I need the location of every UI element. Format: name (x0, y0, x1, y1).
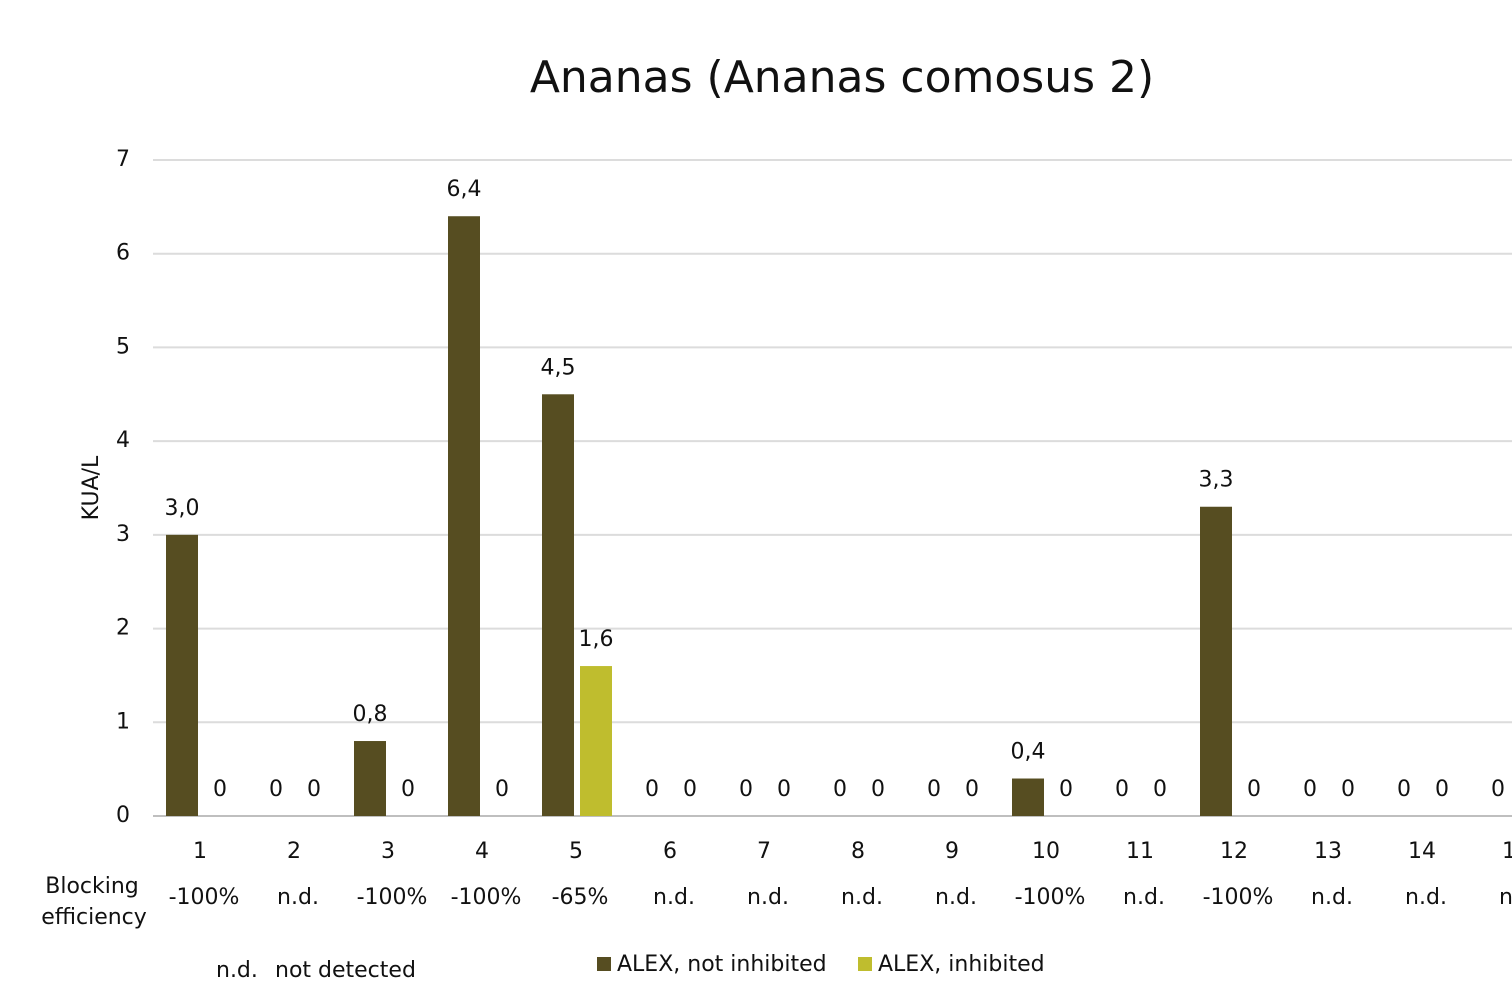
blocking-efficiency: n.d. (1499, 885, 1512, 910)
x-tick-label: 4 (475, 839, 489, 864)
x-tick-label: 11 (1126, 839, 1154, 864)
data-label: 0 (927, 777, 941, 802)
x-tick-label: 3 (381, 839, 395, 864)
bar (580, 666, 612, 816)
blocking-efficiency: -100% (1203, 885, 1274, 910)
bar (1200, 506, 1232, 816)
data-label: 0 (739, 777, 753, 802)
blocking-efficiency: n.d. (841, 885, 883, 910)
data-label: 0,4 (1011, 740, 1046, 765)
data-label: 0 (401, 777, 415, 802)
blocking-efficiency: -100% (1015, 885, 1086, 910)
data-label: 0 (871, 777, 885, 802)
data-label: 0 (833, 777, 847, 802)
note-abbr: n.d. (216, 958, 258, 983)
y-tick-label: 0 (116, 803, 130, 828)
blocking-efficiency: n.d. (935, 885, 977, 910)
data-label: 0 (307, 777, 321, 802)
y-tick-label: 3 (116, 522, 130, 547)
blocking-efficiency: n.d. (653, 885, 695, 910)
blocking-efficiency: n.d. (1405, 885, 1447, 910)
note-text: not detected (275, 958, 416, 983)
x-tick-label: 9 (945, 839, 959, 864)
data-label: 4,5 (541, 355, 576, 380)
data-label: 3,0 (165, 496, 200, 521)
y-tick-label: 4 (116, 428, 130, 453)
legend-swatch (858, 957, 872, 971)
data-label: 0 (1341, 777, 1355, 802)
blocking-efficiency: n.d. (747, 885, 789, 910)
x-tick-label: 10 (1032, 839, 1060, 864)
data-label: 0 (495, 777, 509, 802)
data-label: 0 (777, 777, 791, 802)
data-label: 0,8 (353, 702, 388, 727)
x-tick-label: 1 (193, 839, 207, 864)
y-tick-label: 2 (116, 616, 130, 641)
row-label: Blocking (45, 874, 139, 899)
y-tick-label: 5 (116, 334, 130, 359)
data-label: 0 (645, 777, 659, 802)
x-tick-label: 12 (1220, 839, 1248, 864)
blocking-efficiency: -100% (357, 885, 428, 910)
data-label: 0 (1153, 777, 1167, 802)
blocking-efficiency: -65% (552, 885, 609, 910)
data-label: 6,4 (447, 177, 482, 202)
data-label: 0 (1397, 777, 1411, 802)
data-label: 3,3 (1199, 468, 1234, 493)
x-tick-label: 5 (569, 839, 583, 864)
blocking-efficiency: n.d. (1123, 885, 1165, 910)
data-label: 0 (1491, 777, 1505, 802)
x-tick-label: 14 (1408, 839, 1436, 864)
y-tick-label: 1 (116, 709, 130, 734)
blocking-efficiency: -100% (169, 885, 240, 910)
data-label: 0 (213, 777, 227, 802)
data-label: 0 (1303, 777, 1317, 802)
row-label: efficiency (41, 905, 147, 930)
data-label: 0 (1115, 777, 1129, 802)
legend-swatch (597, 957, 611, 971)
x-tick-label: 7 (757, 839, 771, 864)
data-label: 0 (1247, 777, 1261, 802)
data-label: 0 (965, 777, 979, 802)
data-label: 1,6 (579, 627, 614, 652)
y-tick-label: 7 (116, 147, 130, 172)
bar (166, 534, 198, 816)
x-tick-label: 13 (1314, 839, 1342, 864)
y-axis-label: KUA/L (79, 455, 104, 520)
data-label: 0 (1435, 777, 1449, 802)
legend-label: ALEX, inhibited (878, 952, 1045, 977)
bar (542, 394, 574, 816)
blocking-efficiency: n.d. (1311, 885, 1353, 910)
data-label: 0 (683, 777, 697, 802)
legend-label: ALEX, not inhibited (617, 952, 827, 977)
data-label: 0 (1059, 777, 1073, 802)
x-tick-label: 2 (287, 839, 301, 864)
bar (354, 741, 386, 816)
x-tick-label: 15 (1502, 839, 1512, 864)
bar (448, 216, 480, 816)
blocking-efficiency: -100% (451, 885, 522, 910)
blocking-efficiency: n.d. (277, 885, 319, 910)
data-label: 0 (269, 777, 283, 802)
y-tick-label: 6 (116, 241, 130, 266)
bar (1012, 778, 1044, 816)
x-tick-label: 6 (663, 839, 677, 864)
x-tick-label: 8 (851, 839, 865, 864)
chart-title: Ananas (Ananas comosus 2) (530, 52, 1154, 103)
